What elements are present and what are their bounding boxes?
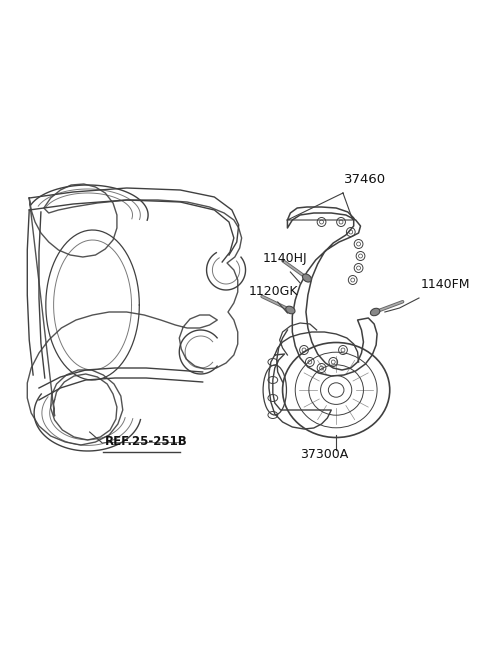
Text: 1140HJ: 1140HJ (263, 252, 308, 265)
Text: 1120GK: 1120GK (249, 285, 298, 298)
Text: 37300A: 37300A (300, 448, 348, 461)
Ellipse shape (302, 274, 312, 282)
Ellipse shape (371, 309, 380, 316)
Ellipse shape (286, 306, 295, 314)
Text: 37460: 37460 (344, 173, 386, 186)
Text: 1140FM: 1140FM (421, 278, 470, 291)
Text: REF.25-251B: REF.25-251B (105, 435, 188, 448)
